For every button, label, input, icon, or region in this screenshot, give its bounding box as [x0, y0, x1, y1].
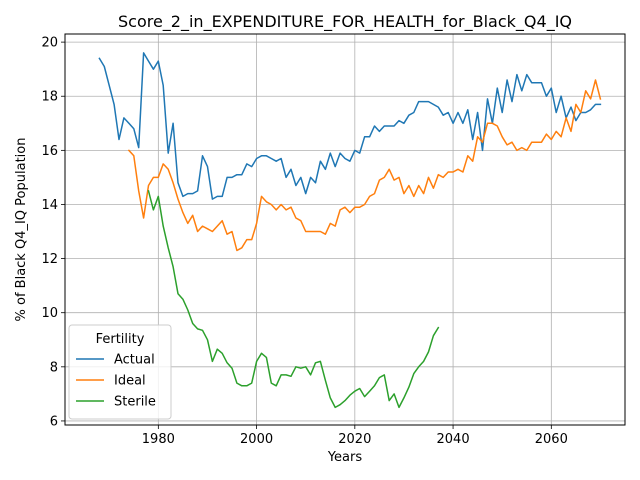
- x-axis-label: Years: [327, 450, 363, 465]
- series-line-sterile: [147, 189, 440, 409]
- legend-label-sterile: Sterile: [114, 395, 156, 410]
- legend-label-actual: Actual: [114, 353, 155, 368]
- y-tick-label: 12: [41, 252, 58, 267]
- legend-label-ideal: Ideal: [114, 374, 146, 389]
- x-tick-label: 2020: [338, 432, 371, 447]
- series-lines: [98, 52, 602, 409]
- series-line-actual: [98, 52, 602, 200]
- legend: Fertility Actual Ideal Sterile: [68, 324, 172, 420]
- y-tick-label: 14: [41, 198, 58, 213]
- y-tick-label: 10: [41, 306, 58, 321]
- legend-box: [68, 324, 172, 420]
- x-tick-label: 1980: [142, 432, 175, 447]
- y-tick-label: 8: [50, 360, 58, 375]
- y-axis-label: % of Black Q4_IQ Population: [14, 138, 29, 322]
- chart-title: Score_2_in_EXPENDITURE_FOR_HEALTH_for_Bl…: [118, 12, 572, 32]
- axis-ticks: 1980 2000 2020 2040 2060 6 8 10 12 14 16 18 20: [41, 36, 567, 447]
- legend-title: Fertility: [96, 332, 145, 347]
- y-tick-label: 16: [41, 144, 58, 159]
- x-tick-label: 2040: [437, 432, 470, 447]
- y-tick-label: 20: [41, 36, 58, 51]
- x-tick-label: 2060: [535, 432, 568, 447]
- legend-entries: Actual Ideal Sterile: [76, 353, 156, 410]
- plot-frame: [64, 33, 626, 426]
- x-tick-label: 2000: [240, 432, 273, 447]
- y-tick-label: 6: [50, 414, 58, 429]
- series-line-ideal: [127, 79, 602, 252]
- y-tick-label: 18: [41, 90, 58, 105]
- grid: [65, 34, 625, 425]
